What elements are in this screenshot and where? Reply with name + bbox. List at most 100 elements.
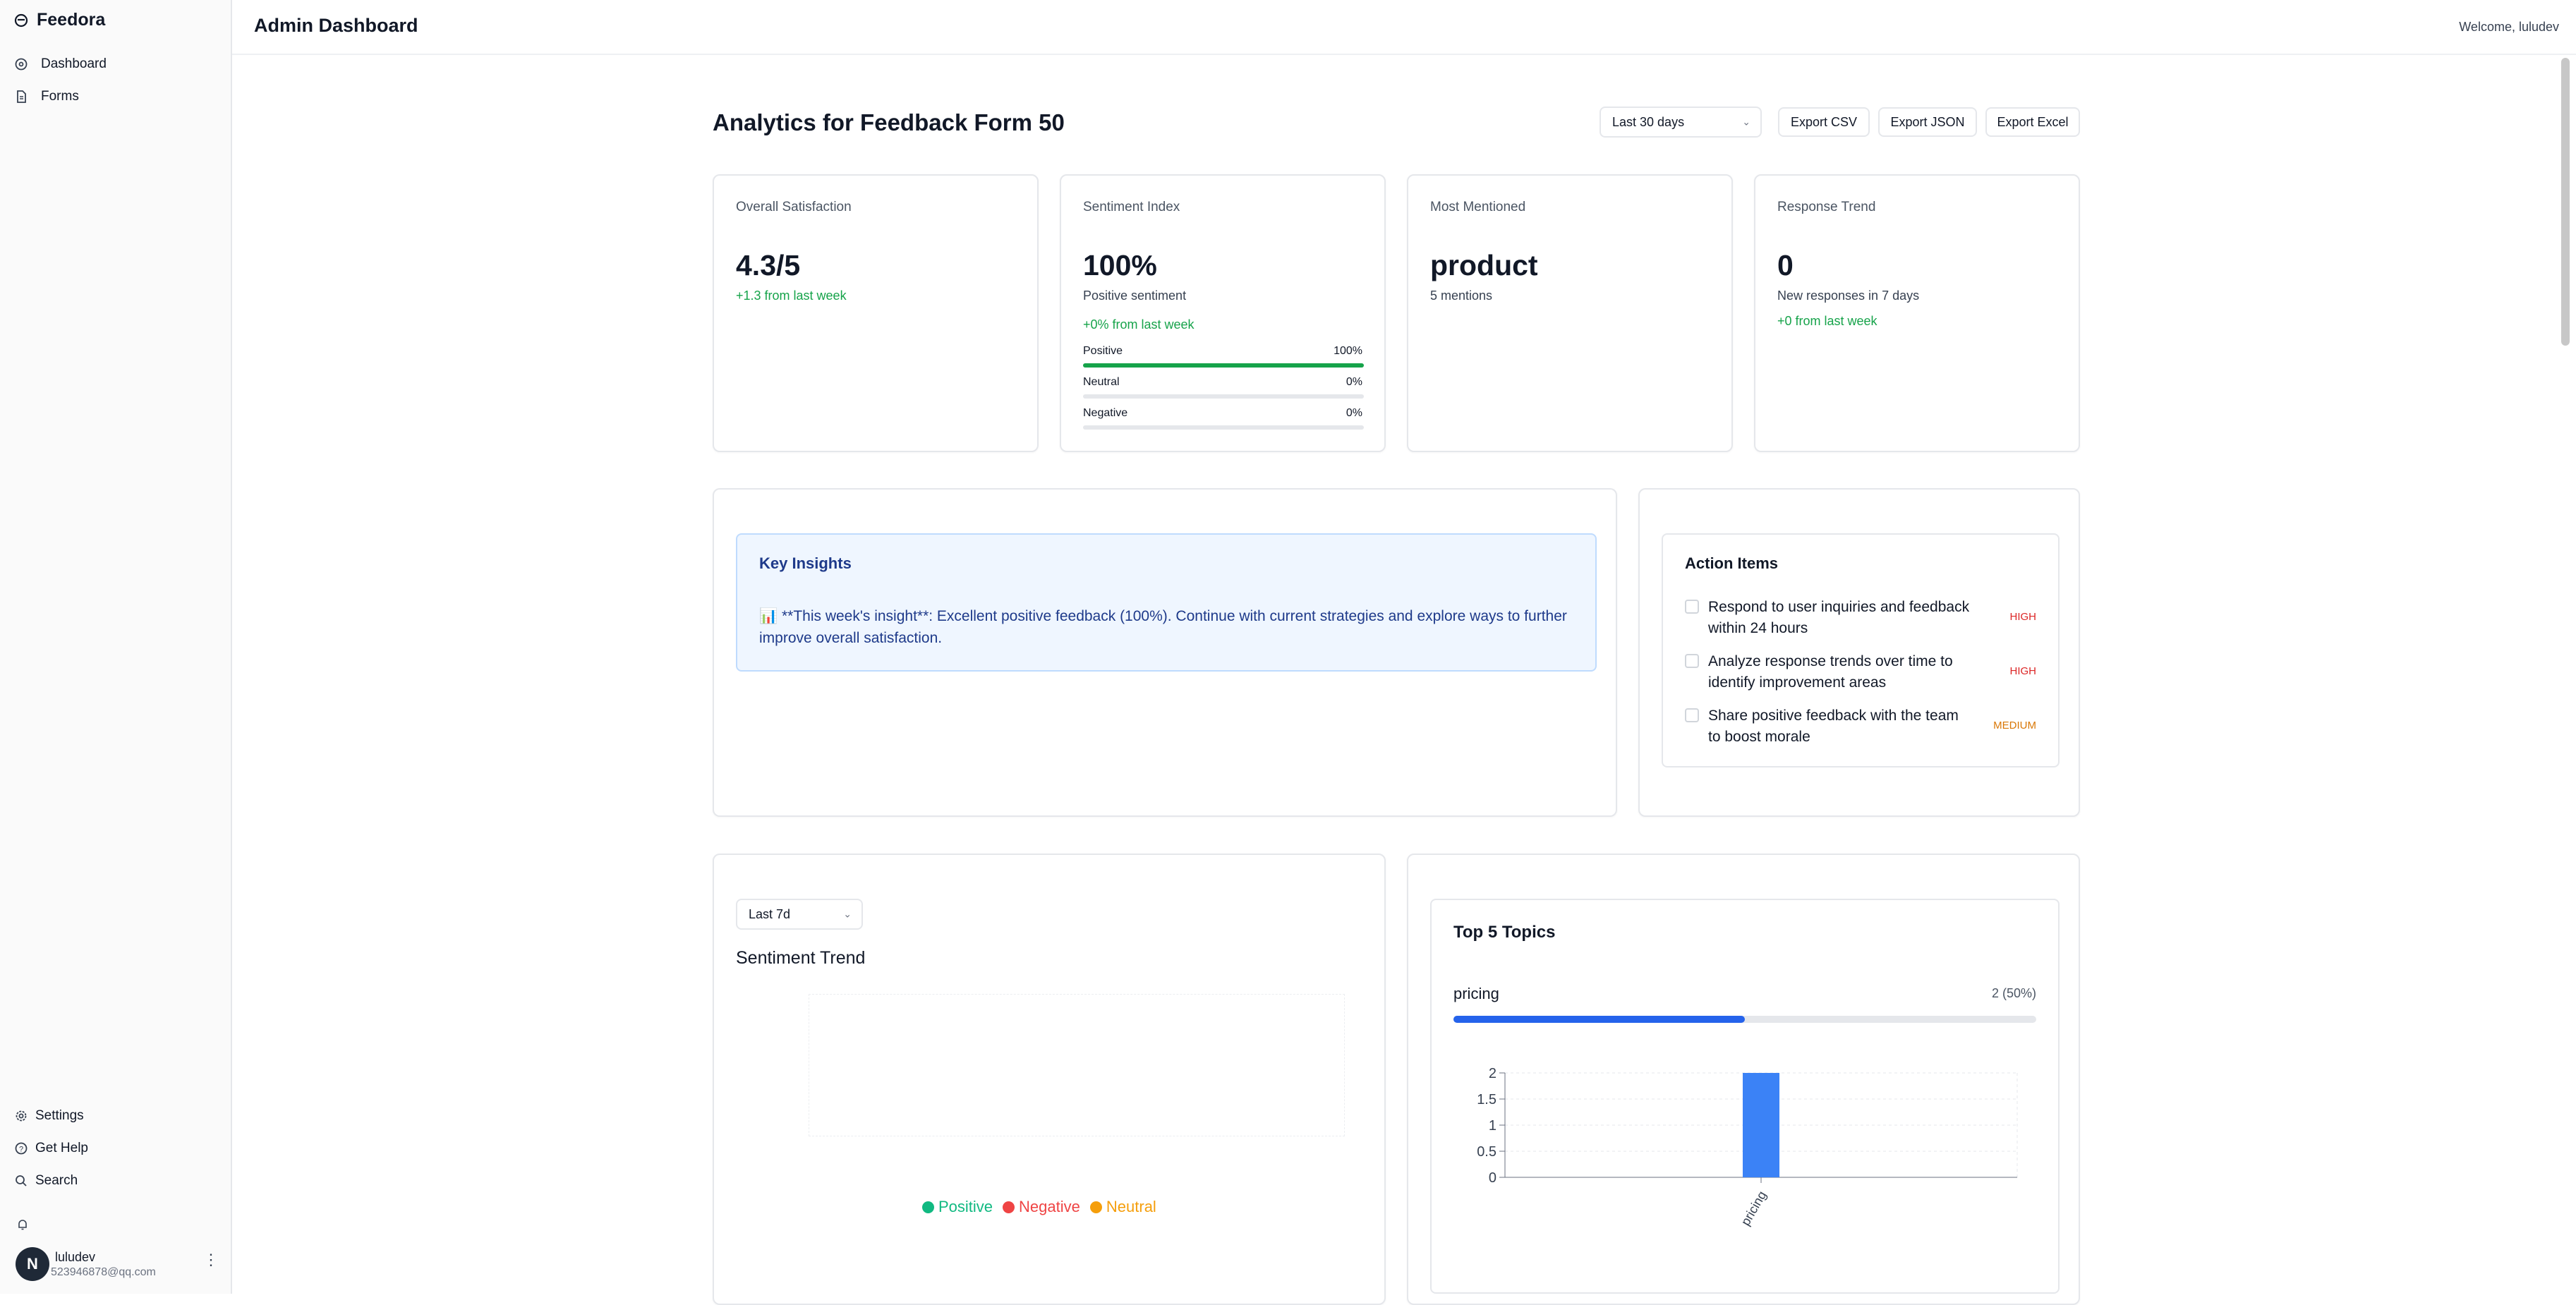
sidebar-item-search[interactable]: Search bbox=[14, 1173, 78, 1189]
trend-range-value: Last 7d bbox=[749, 906, 791, 921]
sentiment-trend-legend: Positive Negative Neutral bbox=[922, 1198, 1156, 1216]
export-csv-button[interactable]: Export CSV bbox=[1778, 107, 1870, 137]
topics-bar-chart: 2 1.5 1 0.5 0 pricing bbox=[1477, 1066, 2018, 1228]
satisfaction-value: 4.3/5 bbox=[736, 249, 801, 281]
sidebar-item-dashboard[interactable]: Dashboard bbox=[14, 56, 107, 72]
scrollbar-track[interactable] bbox=[2561, 58, 2570, 1291]
bell-icon[interactable] bbox=[16, 1218, 30, 1232]
user-menu[interactable]: N luludev 523946878@qq.com ⋮ bbox=[14, 1247, 219, 1285]
legend-neutral[interactable]: Neutral bbox=[1089, 1198, 1156, 1216]
card-label: Overall Satisfaction bbox=[736, 200, 852, 214]
brand[interactable]: Feedora bbox=[14, 10, 105, 30]
legend-negative[interactable]: Negative bbox=[1003, 1198, 1080, 1216]
trend-range-select[interactable]: Last 7d ⌄ bbox=[736, 899, 863, 930]
export-json-button[interactable]: Export JSON bbox=[1878, 107, 1977, 137]
sidebar-item-settings[interactable]: Settings bbox=[14, 1108, 84, 1124]
positive-bar-track bbox=[1083, 363, 1364, 368]
export-excel-button[interactable]: Export Excel bbox=[1985, 107, 2080, 137]
legend-label: Neutral bbox=[1106, 1198, 1156, 1215]
top-header: Admin Dashboard Welcome, luludev bbox=[232, 0, 2576, 55]
sentiment-card: Sentiment Index 100% Positive sentiment … bbox=[1060, 174, 1386, 452]
most-mentioned-sub: 5 mentions bbox=[1430, 289, 1493, 303]
topic-bar-fill bbox=[1453, 1016, 1745, 1023]
legend-dot-neutral bbox=[1089, 1201, 1102, 1213]
sidebar-item-forms[interactable]: Forms bbox=[14, 89, 79, 104]
page-heading: Admin Dashboard bbox=[254, 15, 418, 36]
neutral-pct: 0% bbox=[1346, 376, 1362, 388]
card-label: Response Trend bbox=[1777, 200, 1876, 214]
file-icon bbox=[17, 90, 26, 103]
sidebar-item-label: Forms bbox=[41, 89, 79, 104]
sentiment-trend-plot bbox=[809, 994, 1345, 1136]
sidebar-item-label: Search bbox=[35, 1173, 78, 1188]
svg-text:?: ? bbox=[19, 1146, 23, 1154]
neutral-label: Neutral bbox=[1083, 376, 1120, 388]
range-select[interactable]: Last 30 days ⌄ bbox=[1600, 107, 1762, 138]
range-select-value: Last 30 days bbox=[1612, 114, 1685, 129]
topics-panel: Top 5 Topics pricing 2 (50%) 2 1.5 1 0.5 0 pr… bbox=[1407, 854, 2080, 1305]
action-item-line: identify improvement areas bbox=[1708, 674, 1887, 691]
negative-pct: 0% bbox=[1346, 407, 1362, 419]
most-mentioned-value: product bbox=[1430, 249, 1538, 281]
priority-badge: HIGH bbox=[2009, 665, 2037, 677]
priority-badge: MEDIUM bbox=[1993, 720, 2036, 732]
chevron-down-icon: ⌄ bbox=[843, 908, 852, 920]
user-name: luludev bbox=[55, 1250, 96, 1264]
sidebar-item-label: Get Help bbox=[35, 1141, 88, 1155]
brand-name: Feedora bbox=[37, 10, 106, 30]
action-item-line: to boost morale bbox=[1708, 729, 1810, 745]
satisfaction-card: Overall Satisfaction 4.3/5 +1.3 from las… bbox=[713, 174, 1039, 452]
sidebar: Feedora Dashboard Forms Settings ? Get H… bbox=[0, 0, 232, 1294]
satisfaction-delta: +1.3 from last week bbox=[736, 289, 847, 303]
action-item-checkbox[interactable] bbox=[1685, 600, 1699, 614]
action-item-checkbox[interactable] bbox=[1685, 654, 1699, 668]
sidebar-item-label: Dashboard bbox=[41, 56, 107, 71]
sentiment-delta: +0% from last week bbox=[1083, 317, 1195, 332]
action-item-line: within 24 hours bbox=[1708, 620, 1808, 636]
more-icon[interactable]: ⋮ bbox=[203, 1251, 219, 1268]
response-trend-value: 0 bbox=[1777, 249, 1794, 281]
legend-dot-negative bbox=[1003, 1201, 1015, 1213]
gear-icon bbox=[16, 1110, 27, 1122]
avatar: N bbox=[16, 1247, 49, 1281]
top-topics-title: Top 5 Topics bbox=[1453, 923, 1556, 942]
response-trend-sub: New responses in 7 days bbox=[1777, 289, 1920, 303]
action-item-line: Analyze response trends over time to bbox=[1708, 653, 1953, 669]
legend-dot-positive bbox=[922, 1201, 934, 1213]
legend-positive[interactable]: Positive bbox=[922, 1198, 993, 1216]
topic-label: pricing bbox=[1453, 985, 1499, 1002]
user-email: 523946878@qq.com bbox=[51, 1266, 156, 1278]
page-title: Analytics for Feedback Form 50 bbox=[713, 109, 1065, 135]
action-item-text: Analyze response trends over time to ide… bbox=[1708, 651, 2004, 693]
bar-pricing bbox=[1743, 1073, 1779, 1177]
negative-label: Negative bbox=[1083, 407, 1128, 419]
response-trend-card: Response Trend 0 New responses in 7 days… bbox=[1754, 174, 2080, 452]
action-items-title: Action Items bbox=[1685, 554, 1779, 572]
welcome-text: Welcome, luludev bbox=[2459, 20, 2559, 34]
positive-pct: 100% bbox=[1334, 345, 1362, 357]
sentiment-value: 100% bbox=[1083, 249, 1157, 281]
scrollbar-thumb[interactable] bbox=[2561, 58, 2570, 346]
action-item-text: Share positive feedback with the team to… bbox=[1708, 705, 2004, 748]
card-label: Most Mentioned bbox=[1430, 200, 1526, 214]
topic-count: 2 (50%) bbox=[1991, 986, 2036, 1000]
y-tick-label: 1 bbox=[1489, 1118, 1496, 1134]
action-item-line: Share positive feedback with the team bbox=[1708, 708, 1959, 724]
positive-bar-fill bbox=[1083, 363, 1364, 368]
action-item-text: Respond to user inquiries and feedback w… bbox=[1708, 597, 2004, 639]
key-insights-text: 📊 **This week's insight**: Excellent pos… bbox=[759, 608, 1567, 646]
help-icon: ? bbox=[15, 1142, 28, 1155]
action-items-box: Action Items Respond to user inquiries a… bbox=[1662, 533, 2060, 767]
action-item-line: Respond to user inquiries and feedback bbox=[1708, 599, 1970, 615]
action-item-checkbox[interactable] bbox=[1685, 708, 1699, 722]
neutral-bar-track bbox=[1083, 394, 1364, 399]
legend-label: Negative bbox=[1019, 1198, 1080, 1215]
card-label: Sentiment Index bbox=[1083, 200, 1180, 214]
legend-label: Positive bbox=[938, 1198, 993, 1215]
y-tick-label: 0.5 bbox=[1477, 1144, 1496, 1160]
key-insights-box: Key Insights 📊 **This week's insight**: … bbox=[736, 533, 1597, 672]
y-tick-label: 2 bbox=[1489, 1066, 1496, 1081]
sidebar-item-get-help[interactable]: ? Get Help bbox=[14, 1141, 88, 1156]
priority-badge: HIGH bbox=[2009, 611, 2037, 623]
sidebar-item-label: Settings bbox=[35, 1108, 84, 1123]
